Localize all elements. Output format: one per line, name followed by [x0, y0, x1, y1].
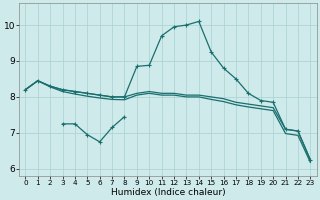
X-axis label: Humidex (Indice chaleur): Humidex (Indice chaleur): [110, 188, 225, 197]
